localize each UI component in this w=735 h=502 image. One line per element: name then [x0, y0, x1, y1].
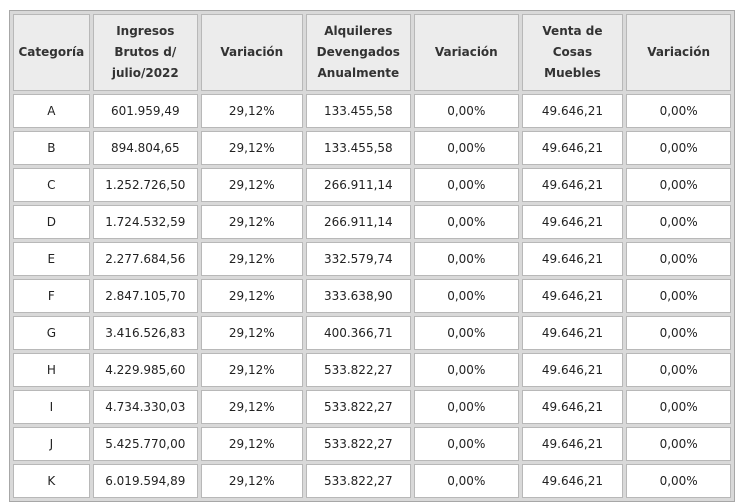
cell-alquileres: 266.911,14: [305, 205, 411, 239]
cell-variacion-venta: 0,00%: [626, 94, 731, 128]
categories-table: Categoría Ingresos Brutos d/ julio/2022 …: [9, 10, 735, 502]
cell-categoria: B: [13, 131, 90, 165]
cell-ingresos-brutos: 2.277.684,56: [92, 242, 198, 276]
cell-categoria: H: [13, 353, 90, 387]
cell-variacion-venta: 0,00%: [626, 427, 731, 461]
table-row: A 601.959,49 29,12% 133.455,58 0,00% 49.646,2…: [13, 94, 731, 128]
cell-categoria: C: [13, 168, 90, 202]
header-categoria: Categoría: [13, 14, 90, 91]
cell-ingresos-brutos: 6.019.594,89: [92, 464, 198, 498]
table-row: K 6.019.594,89 29,12% 533.822,27 0,00% 49.646…: [13, 464, 731, 498]
cell-ingresos-brutos: 3.416.526,83: [92, 316, 198, 350]
cell-variacion-ingresos: 29,12%: [200, 242, 303, 276]
cell-variacion-alquileres: 0,00%: [413, 427, 519, 461]
table-row: J 5.425.770,00 29,12% 533.822,27 0,00% 49.646…: [13, 427, 731, 461]
header-row: Categoría Ingresos Brutos d/ julio/2022 …: [13, 14, 731, 91]
header-variacion-ingresos: Variación: [200, 14, 303, 91]
cell-variacion-ingresos: 29,12%: [200, 205, 303, 239]
cell-variacion-ingresos: 29,12%: [200, 279, 303, 313]
table-container: Categoría Ingresos Brutos d/ julio/2022 …: [9, 10, 735, 502]
table-row: C 1.252.726,50 29,12% 266.911,14 0,00% 49.646…: [13, 168, 731, 202]
cell-alquileres: 266.911,14: [305, 168, 411, 202]
table-body: A 601.959,49 29,12% 133.455,58 0,00% 49.646,2…: [13, 94, 731, 498]
cell-variacion-alquileres: 0,00%: [413, 390, 519, 424]
cell-variacion-venta: 0,00%: [626, 242, 731, 276]
cell-venta-cosas-muebles: 49.646,21: [521, 390, 624, 424]
cell-alquileres: 333.638,90: [305, 279, 411, 313]
cell-venta-cosas-muebles: 49.646,21: [521, 353, 624, 387]
cell-ingresos-brutos: 4.229.985,60: [92, 353, 198, 387]
cell-variacion-venta: 0,00%: [626, 205, 731, 239]
cell-alquileres: 400.366,71: [305, 316, 411, 350]
cell-variacion-ingresos: 29,12%: [200, 316, 303, 350]
cell-variacion-venta: 0,00%: [626, 390, 731, 424]
cell-categoria: I: [13, 390, 90, 424]
cell-variacion-alquileres: 0,00%: [413, 168, 519, 202]
cell-alquileres: 332.579,74: [305, 242, 411, 276]
cell-venta-cosas-muebles: 49.646,21: [521, 316, 624, 350]
cell-variacion-venta: 0,00%: [626, 131, 731, 165]
cell-venta-cosas-muebles: 49.646,21: [521, 242, 624, 276]
cell-categoria: K: [13, 464, 90, 498]
cell-variacion-venta: 0,00%: [626, 464, 731, 498]
table-row: G 3.416.526,83 29,12% 400.366,71 0,00% 49.646…: [13, 316, 731, 350]
cell-ingresos-brutos: 5.425.770,00: [92, 427, 198, 461]
cell-venta-cosas-muebles: 49.646,21: [521, 94, 624, 128]
cell-alquileres: 533.822,27: [305, 464, 411, 498]
cell-variacion-alquileres: 0,00%: [413, 205, 519, 239]
cell-variacion-ingresos: 29,12%: [200, 464, 303, 498]
cell-variacion-ingresos: 29,12%: [200, 94, 303, 128]
header-alquileres: Alquileres Devengados Anualmente: [305, 14, 411, 91]
cell-ingresos-brutos: 1.724.532,59: [92, 205, 198, 239]
header-variacion-venta: Variación: [626, 14, 731, 91]
table-row: H 4.229.985,60 29,12% 533.822,27 0,00% 49.646…: [13, 353, 731, 387]
cell-venta-cosas-muebles: 49.646,21: [521, 131, 624, 165]
cell-variacion-ingresos: 29,12%: [200, 390, 303, 424]
cell-alquileres: 133.455,58: [305, 131, 411, 165]
cell-variacion-ingresos: 29,12%: [200, 427, 303, 461]
cell-ingresos-brutos: 4.734.330,03: [92, 390, 198, 424]
cell-ingresos-brutos: 1.252.726,50: [92, 168, 198, 202]
cell-venta-cosas-muebles: 49.646,21: [521, 427, 624, 461]
cell-categoria: E: [13, 242, 90, 276]
cell-categoria: G: [13, 316, 90, 350]
cell-variacion-alquileres: 0,00%: [413, 464, 519, 498]
cell-venta-cosas-muebles: 49.646,21: [521, 464, 624, 498]
cell-alquileres: 533.822,27: [305, 427, 411, 461]
table-row: E 2.277.684,56 29,12% 332.579,74 0,00% 49.646…: [13, 242, 731, 276]
cell-categoria: A: [13, 94, 90, 128]
cell-variacion-ingresos: 29,12%: [200, 168, 303, 202]
cell-variacion-venta: 0,00%: [626, 353, 731, 387]
cell-variacion-alquileres: 0,00%: [413, 131, 519, 165]
cell-variacion-venta: 0,00%: [626, 168, 731, 202]
cell-variacion-alquileres: 0,00%: [413, 242, 519, 276]
cell-categoria: J: [13, 427, 90, 461]
cell-ingresos-brutos: 601.959,49: [92, 94, 198, 128]
table-row: I 4.734.330,03 29,12% 533.822,27 0,00% 49.646…: [13, 390, 731, 424]
cell-alquileres: 133.455,58: [305, 94, 411, 128]
cell-variacion-ingresos: 29,12%: [200, 353, 303, 387]
table-row: B 894.804,65 29,12% 133.455,58 0,00% 49.646,2…: [13, 131, 731, 165]
cell-alquileres: 533.822,27: [305, 353, 411, 387]
cell-variacion-alquileres: 0,00%: [413, 279, 519, 313]
cell-ingresos-brutos: 2.847.105,70: [92, 279, 198, 313]
cell-variacion-alquileres: 0,00%: [413, 353, 519, 387]
cell-venta-cosas-muebles: 49.646,21: [521, 279, 624, 313]
table-row: F 2.847.105,70 29,12% 333.638,90 0,00% 49.646…: [13, 279, 731, 313]
cell-categoria: F: [13, 279, 90, 313]
cell-ingresos-brutos: 894.804,65: [92, 131, 198, 165]
cell-venta-cosas-muebles: 49.646,21: [521, 168, 624, 202]
cell-variacion-venta: 0,00%: [626, 316, 731, 350]
cell-variacion-alquileres: 0,00%: [413, 316, 519, 350]
cell-variacion-venta: 0,00%: [626, 279, 731, 313]
header-ingresos-brutos: Ingresos Brutos d/ julio/2022: [92, 14, 198, 91]
header-variacion-alquileres: Variación: [413, 14, 519, 91]
header-venta-cosas-muebles: Venta de Cosas Muebles: [521, 14, 624, 91]
cell-categoria: D: [13, 205, 90, 239]
cell-venta-cosas-muebles: 49.646,21: [521, 205, 624, 239]
cell-alquileres: 533.822,27: [305, 390, 411, 424]
table-row: D 1.724.532,59 29,12% 266.911,14 0,00% 49.646…: [13, 205, 731, 239]
cell-variacion-alquileres: 0,00%: [413, 94, 519, 128]
cell-variacion-ingresos: 29,12%: [200, 131, 303, 165]
